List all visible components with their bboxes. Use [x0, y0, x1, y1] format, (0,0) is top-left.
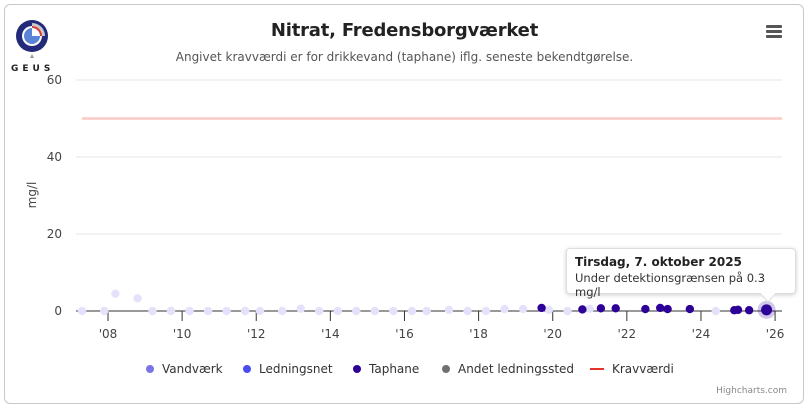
- grid-lines: [76, 79, 782, 235]
- x-tick-label: '22: [618, 327, 637, 341]
- data-point[interactable]: [500, 304, 509, 314]
- data-point[interactable]: [100, 306, 109, 316]
- series-taphane[interactable]: [537, 303, 754, 315]
- x-tick-label: '24: [692, 327, 711, 341]
- data-point[interactable]: [463, 306, 472, 316]
- tooltip-pointer: [760, 293, 776, 303]
- data-point[interactable]: [333, 306, 342, 316]
- data-point[interactable]: [744, 306, 754, 315]
- legend-item-kravvaerdi[interactable]: Kravværdi: [590, 362, 674, 376]
- data-point[interactable]: [585, 304, 594, 313]
- y-axis-title: mg/l: [25, 182, 39, 209]
- y-tick-label: 60: [47, 73, 62, 87]
- data-point[interactable]: [277, 306, 287, 316]
- legend-item-taphane[interactable]: Taphane: [353, 362, 419, 376]
- data-point[interactable]: [315, 306, 324, 316]
- data-point[interactable]: [518, 304, 528, 314]
- chart-context-menu-button[interactable]: [760, 20, 788, 44]
- chart-title: Nitrat, Fredensborgværket: [270, 20, 539, 41]
- data-point[interactable]: [352, 306, 361, 316]
- hamburger-menu-icon: [766, 25, 782, 28]
- geus-logo-icon: [16, 20, 48, 58]
- legend-label: Ledningsnet: [259, 362, 333, 376]
- data-point[interactable]: [370, 306, 380, 316]
- chart-legend: Vandværk Ledningsnet Taphane Andet ledni…: [0, 362, 809, 380]
- hovered-data-point[interactable]: [761, 304, 773, 316]
- data-point[interactable]: [296, 304, 305, 313]
- data-point[interactable]: [481, 306, 491, 316]
- data-point[interactable]: [544, 305, 554, 315]
- data-point[interactable]: [537, 303, 546, 313]
- data-point[interactable]: [203, 306, 213, 316]
- data-point[interactable]: [77, 306, 87, 316]
- data-point[interactable]: [185, 306, 194, 316]
- hamburger-menu-icon-bar: [766, 30, 782, 33]
- point-tooltip: Tirsdag, 7. oktober 2025 Under detektion…: [566, 248, 796, 299]
- data-point[interactable]: [444, 305, 454, 315]
- hamburger-menu-icon-bar: [766, 35, 782, 38]
- data-point[interactable]: [733, 305, 743, 315]
- data-point[interactable]: [596, 304, 606, 313]
- legend-label: Vandværk: [162, 362, 223, 376]
- data-point[interactable]: [148, 306, 157, 316]
- data-point[interactable]: [422, 306, 431, 316]
- y-tick-label: 20: [47, 227, 62, 241]
- data-point[interactable]: [711, 306, 720, 316]
- data-point[interactable]: [222, 306, 231, 316]
- x-axis: '08 '10 '12 '14 '16 '18 '20 '22 '24 '26: [76, 310, 785, 341]
- highcharts-credits-link[interactable]: Highcharts.com: [716, 386, 787, 396]
- data-point[interactable]: [563, 306, 572, 316]
- data-point[interactable]: [133, 294, 142, 303]
- geus-logo: [10, 12, 60, 78]
- data-point[interactable]: [255, 306, 265, 316]
- data-point[interactable]: [578, 305, 587, 314]
- legend-label: Andet ledningssted: [458, 362, 575, 376]
- legend-dot-icon: [353, 365, 361, 373]
- data-point[interactable]: [663, 304, 672, 314]
- data-point[interactable]: [240, 306, 250, 316]
- x-tick-label: '18: [469, 327, 488, 341]
- y-axis: 0 20 40 60: [47, 73, 62, 318]
- tooltip-text: Under detektionsgrænsen på 0.3 mg/l: [575, 271, 766, 299]
- tooltip-date: Tirsdag, 7. oktober 2025: [575, 255, 742, 269]
- series-vandvaerk[interactable]: [77, 289, 720, 316]
- data-point[interactable]: [166, 306, 176, 316]
- hovered-point[interactable]: [757, 300, 776, 319]
- x-tick-label: '14: [321, 327, 340, 341]
- x-tick-label: '08: [99, 327, 118, 341]
- x-tick-label: '16: [395, 327, 414, 341]
- y-tick-label: 0: [54, 304, 62, 318]
- x-tick-label: '26: [766, 327, 785, 341]
- data-point[interactable]: [641, 304, 650, 314]
- data-point[interactable]: [655, 303, 665, 313]
- data-point[interactable]: [407, 306, 417, 316]
- legend-dot-icon: [442, 365, 450, 373]
- legend-item-ledningsnet[interactable]: Ledningsnet: [243, 362, 333, 376]
- legend-label: Kravværdi: [612, 362, 674, 376]
- legend-item-vandvaerk[interactable]: Vandværk: [146, 362, 223, 376]
- data-point[interactable]: [111, 289, 120, 298]
- legend-label: Taphane: [369, 362, 420, 376]
- legend-dot-icon: [243, 365, 251, 373]
- legend-line-icon: [590, 368, 604, 370]
- chart-container: [4, 4, 804, 404]
- geus-logo-text: GEUS: [11, 64, 55, 74]
- legend-dot-icon: [146, 365, 154, 373]
- data-point[interactable]: [611, 304, 620, 313]
- legend-item-andet-ledningssted[interactable]: Andet ledningssted: [442, 362, 574, 376]
- chart-subtitle: Angivet kravværdi er for drikkevand (tap…: [175, 50, 634, 64]
- y-tick-label: 40: [47, 150, 62, 164]
- x-tick-label: '10: [173, 327, 192, 341]
- data-point[interactable]: [685, 304, 695, 314]
- x-tick-label: '20: [543, 327, 562, 341]
- x-tick-label: '12: [247, 327, 266, 341]
- data-point[interactable]: [389, 306, 398, 316]
